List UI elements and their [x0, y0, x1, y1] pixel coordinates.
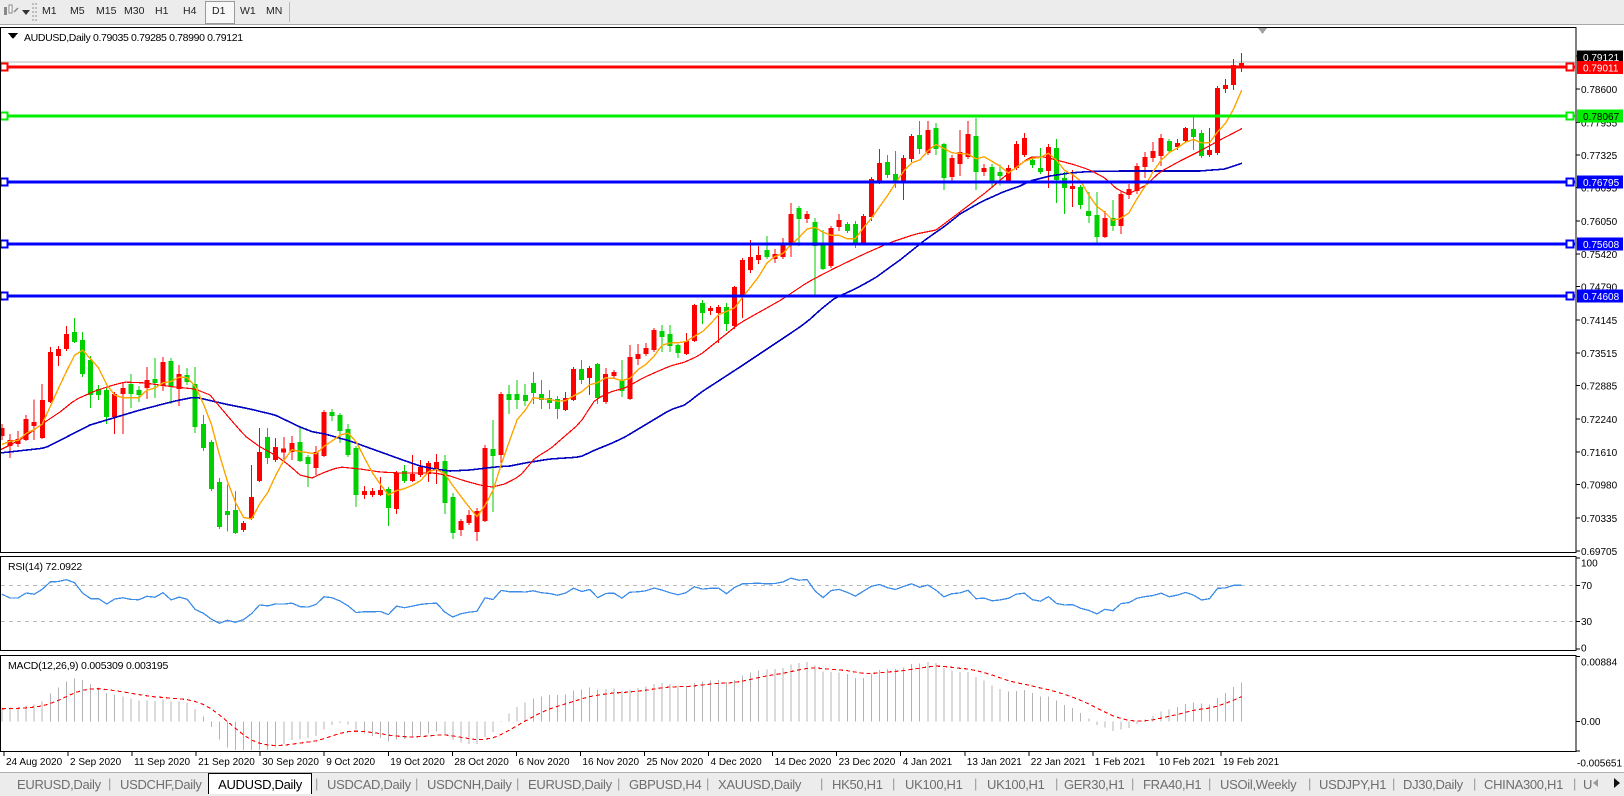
svg-text:-0.005651: -0.005651 [1577, 759, 1622, 770]
svg-text:0.78067: 0.78067 [1583, 112, 1620, 123]
svg-text:0.72885: 0.72885 [1581, 382, 1618, 393]
svg-text:10 Feb 2021: 10 Feb 2021 [1159, 757, 1216, 768]
svg-text:0.78600: 0.78600 [1581, 85, 1618, 96]
svg-text:0.76050: 0.76050 [1581, 217, 1618, 228]
svg-text:28 Oct 2020: 28 Oct 2020 [454, 757, 509, 768]
svg-text:2 Sep 2020: 2 Sep 2020 [70, 757, 122, 768]
svg-text:11 Sep 2020: 11 Sep 2020 [134, 757, 190, 768]
svg-text:0.76695: 0.76695 [1581, 184, 1618, 195]
svg-text:MACD(12,26,9) 0.005309 0.00319: MACD(12,26,9) 0.005309 0.003195 [8, 660, 169, 672]
svg-text:1 Feb 2021: 1 Feb 2021 [1095, 757, 1146, 768]
svg-text:0.79011: 0.79011 [1583, 64, 1619, 75]
svg-text:0.00884: 0.00884 [1581, 658, 1618, 669]
svg-text:0.70980: 0.70980 [1581, 481, 1618, 492]
svg-text:13 Jan 2021: 13 Jan 2021 [967, 757, 1022, 768]
svg-text:19 Feb 2021: 19 Feb 2021 [1223, 757, 1280, 768]
svg-text:14 Dec 2020: 14 Dec 2020 [775, 757, 832, 768]
svg-text:0.69705: 0.69705 [1581, 547, 1618, 558]
svg-text:0: 0 [1581, 644, 1587, 655]
svg-text:0.73515: 0.73515 [1581, 349, 1618, 360]
svg-text:0.74608: 0.74608 [1583, 292, 1620, 303]
svg-text:4 Dec 2020: 4 Dec 2020 [711, 757, 763, 768]
svg-text:0.70335: 0.70335 [1581, 514, 1618, 525]
svg-text:70: 70 [1581, 581, 1593, 592]
svg-text:0.77325: 0.77325 [1581, 151, 1618, 162]
svg-text:0.74145: 0.74145 [1581, 316, 1618, 327]
svg-text:0.75608: 0.75608 [1583, 240, 1620, 251]
svg-text:0.75420: 0.75420 [1581, 250, 1618, 261]
svg-text:25 Nov 2020: 25 Nov 2020 [647, 757, 704, 768]
svg-text:24 Aug 2020: 24 Aug 2020 [6, 757, 63, 768]
svg-text:16 Nov 2020: 16 Nov 2020 [582, 757, 639, 768]
svg-text:30 Sep 2020: 30 Sep 2020 [262, 757, 319, 768]
svg-text:0.72240: 0.72240 [1581, 415, 1618, 426]
svg-text:0.00: 0.00 [1581, 717, 1601, 728]
svg-text:19 Oct 2020: 19 Oct 2020 [390, 757, 445, 768]
svg-text:0.74790: 0.74790 [1581, 283, 1618, 294]
svg-text:30: 30 [1581, 617, 1593, 628]
svg-text:0.76795: 0.76795 [1583, 178, 1620, 189]
svg-text:0.71610: 0.71610 [1581, 448, 1618, 459]
svg-text:0.79121: 0.79121 [1583, 53, 1620, 64]
svg-text:AUDUSD,Daily 0.79035 0.79285: AUDUSD,Daily 0.79035 0.79285 0.78990 0.7… [24, 32, 243, 44]
svg-text:6 Nov 2020: 6 Nov 2020 [518, 757, 570, 768]
svg-text:100: 100 [1581, 559, 1598, 570]
svg-text:22 Jan 2021: 22 Jan 2021 [1031, 757, 1086, 768]
svg-text:RSI(14) 72.0922: RSI(14) 72.0922 [8, 561, 82, 573]
svg-text:4 Jan 2021: 4 Jan 2021 [903, 757, 953, 768]
svg-text:23 Dec 2020: 23 Dec 2020 [839, 757, 896, 768]
svg-text:21 Sep 2020: 21 Sep 2020 [198, 757, 255, 768]
svg-text:0.77955: 0.77955 [1581, 118, 1618, 129]
svg-text:9 Oct 2020: 9 Oct 2020 [326, 757, 375, 768]
